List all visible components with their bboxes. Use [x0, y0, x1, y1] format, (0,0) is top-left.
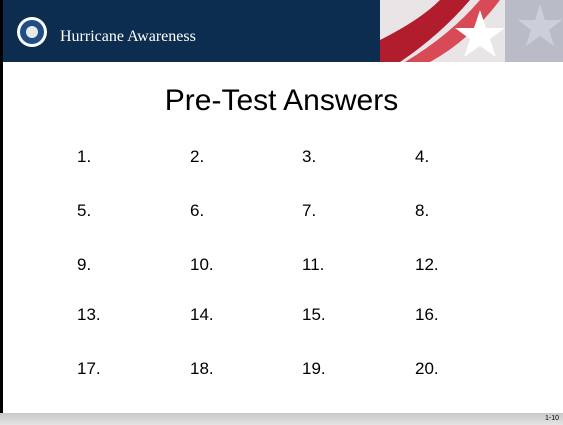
answer-number: 2.	[190, 147, 204, 167]
left-border	[0, 0, 3, 413]
answer-number: 1.	[77, 147, 91, 167]
answer-number: 5.	[77, 201, 91, 221]
answer-number: 19.	[302, 359, 326, 379]
slide-title: Pre-Test Answers	[0, 84, 563, 118]
header-bar: Hurricane Awareness	[0, 0, 563, 62]
answer-number: 10.	[190, 255, 214, 275]
answer-number: 9.	[77, 255, 91, 275]
answer-number: 20.	[415, 359, 439, 379]
answer-number: 17.	[77, 359, 101, 379]
answer-number: 4.	[415, 147, 429, 167]
answer-number: 15.	[302, 305, 326, 325]
answer-number: 12.	[415, 255, 439, 275]
answer-number: 18.	[190, 359, 214, 379]
answer-number: 11.	[302, 255, 324, 275]
header-title: Hurricane Awareness	[60, 28, 196, 46]
page-number: 1-10	[545, 415, 559, 422]
answer-number: 16.	[415, 305, 439, 325]
flag	[380, 0, 563, 62]
footer-bar: 1-10	[0, 413, 563, 425]
answer-number: 3.	[302, 147, 316, 167]
answer-number: 8.	[415, 201, 429, 221]
answer-number: 7.	[302, 201, 316, 221]
answer-number: 13.	[77, 305, 101, 325]
seal-center	[26, 26, 38, 38]
answer-number: 6.	[190, 201, 204, 221]
answer-number: 14.	[190, 305, 214, 325]
slide: Hurricane Awareness Pre-Test Answers 1. 2…	[0, 0, 563, 425]
